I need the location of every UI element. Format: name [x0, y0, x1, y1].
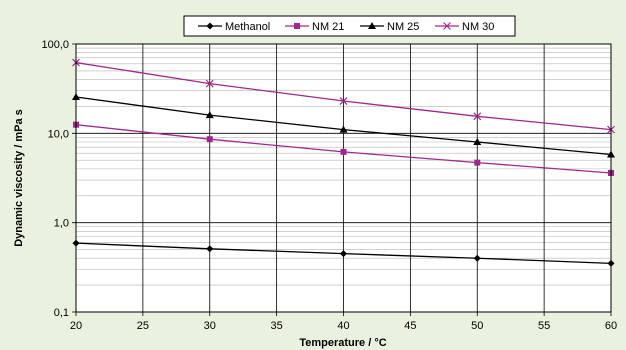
legend-label-methanol: Methanol: [225, 21, 270, 33]
x-tick-label: 30: [204, 320, 216, 332]
data-point-nm-25: [339, 125, 348, 133]
plot-border: [75, 43, 612, 313]
legend-marker-nm-30: [443, 22, 451, 30]
x-tick-labels: 20 25 30 35 40 45 50 55 60: [70, 320, 617, 332]
data-point-methanol: [340, 250, 347, 258]
legend-entry-nm-30: NM 30: [435, 21, 494, 33]
legend: Methanol NM 21 NM 25 NM 30: [183, 15, 516, 37]
legend-entry-nm-25: NM 25: [360, 21, 419, 33]
data-point-methanol: [473, 254, 481, 262]
y-tick-label: 10,0: [48, 128, 69, 140]
legend-marker-nm-21: [294, 23, 300, 29]
legend-box: [183, 15, 516, 37]
y-tick-label: 0,1: [54, 307, 69, 319]
y-tick-labels: 0,1 1,0 10,0 100,0: [41, 39, 69, 319]
x-tick-label: 40: [337, 320, 349, 332]
x-tick-label: 35: [271, 320, 283, 332]
legend-marker-methanol: [206, 22, 214, 30]
legend-entry-nm-21: NM 21: [285, 21, 344, 33]
legend-label-nm-30: NM 30: [462, 21, 494, 33]
x-tick-label: 55: [538, 320, 550, 332]
data-point-nm-21: [340, 148, 347, 155]
data-point-nm-30: [339, 97, 348, 105]
x-tick-label: 50: [471, 320, 483, 332]
legend-entry-methanol: Methanol: [198, 21, 270, 33]
y-axis-title: Dynamic viscosity / mPa s: [13, 109, 25, 247]
x-tick-label: 60: [605, 320, 617, 332]
data-point-methanol: [206, 245, 214, 253]
legend-label-nm-25: NM 25: [387, 21, 419, 33]
series-layer: [72, 58, 615, 267]
data-point-nm-25: [473, 137, 482, 145]
legend-label-nm-21: NM 21: [312, 21, 344, 33]
x-tick-label: 45: [404, 320, 416, 332]
legend-marker-nm-25: [368, 22, 376, 29]
data-point-nm-30: [205, 79, 214, 88]
x-axis-title: Temperature / °C: [299, 337, 386, 349]
data-point-nm-21: [474, 159, 481, 166]
series-nm-30: [72, 58, 615, 134]
x-tick-label: 25: [137, 320, 149, 332]
data-point-nm-30: [473, 112, 482, 121]
y-tick-label: 100,0: [41, 39, 69, 51]
data-point-nm-21: [206, 136, 213, 143]
data-point-nm-25: [205, 111, 214, 119]
y-tick-label: 1,0: [54, 218, 69, 230]
grid: [72, 43, 612, 316]
x-tick-label: 20: [70, 320, 82, 332]
